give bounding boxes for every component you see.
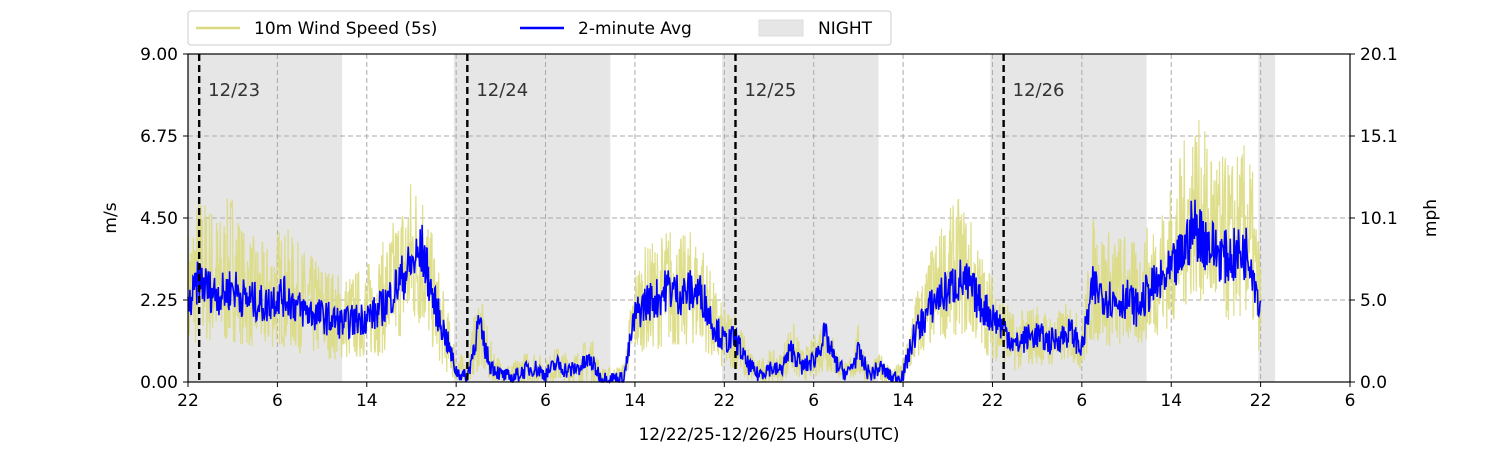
- x-tick-label-13: 6: [1345, 391, 1356, 411]
- legend-label-wind-speed: 10m Wind Speed (5s): [254, 19, 437, 39]
- y-left-tick-label-2: 4.50: [140, 209, 178, 229]
- x-tick-label-12: 22: [1250, 391, 1272, 411]
- x-tick-label-11: 14: [1160, 391, 1182, 411]
- series-line-two-minute-avg: [187, 199, 1262, 384]
- x-tick-label-2: 14: [356, 391, 378, 411]
- y-right-tick-label-2: 10.1: [1360, 209, 1398, 229]
- legend-label-night: NIGHT: [818, 19, 873, 39]
- legend: 10m Wind Speed (5s) 2-minute Avg NIGHT: [187, 10, 892, 46]
- y-left-tick-label-3: 6.75: [140, 127, 178, 147]
- y-left-tick-label-1: 2.25: [140, 291, 178, 311]
- day-marker-label-1: 12/24: [476, 80, 528, 101]
- x-axis-title: 12/22/25-12/26/25 Hours(UTC): [638, 425, 899, 445]
- x-tick-label-0: 22: [177, 391, 199, 411]
- y-right-tick-label-0: 0.0: [1360, 373, 1387, 393]
- x-tick-label-5: 14: [624, 391, 646, 411]
- x-tick-label-8: 14: [892, 391, 914, 411]
- y-right-tick-label-1: 5.0: [1360, 291, 1387, 311]
- day-marker-label-0: 12/23: [208, 80, 260, 101]
- day-marker-layer: 12/23 12/24 12/25 12/26: [197, 54, 1065, 382]
- day-marker-label-3: 12/26: [1013, 80, 1065, 101]
- y-left-tick-label-0: 0.00: [140, 373, 178, 393]
- series-layer: [187, 119, 1262, 384]
- x-tick-label-6: 22: [713, 391, 735, 411]
- x-tick-label-9: 22: [982, 391, 1004, 411]
- x-tick-label-7: 6: [808, 391, 819, 411]
- legend-label-two-minute-avg: 2-minute Avg: [578, 19, 692, 39]
- x-tick-label-10: 6: [1076, 391, 1087, 411]
- x-tick-label-3: 22: [445, 391, 467, 411]
- legend-swatch-night: [758, 19, 804, 37]
- y-right-tick-label-3: 15.1: [1360, 127, 1398, 147]
- day-marker-label-2: 12/25: [744, 80, 796, 101]
- x-tick-label-1: 6: [272, 391, 283, 411]
- tick-layer: 22 6 14 22 6 14 22 6 14 22 6 14 22 6 0.00 2.25 4.50 6.75 9…: [140, 45, 1398, 411]
- series-line-wind-speed-5s: [187, 119, 1262, 384]
- y-left-tick-label-4: 9.00: [140, 45, 178, 65]
- y-axis-title-left: m/s: [101, 202, 121, 233]
- y-right-tick-label-4: 20.1: [1360, 45, 1398, 65]
- y-axis-title-right: mph: [1421, 199, 1441, 237]
- x-tick-label-4: 6: [540, 391, 551, 411]
